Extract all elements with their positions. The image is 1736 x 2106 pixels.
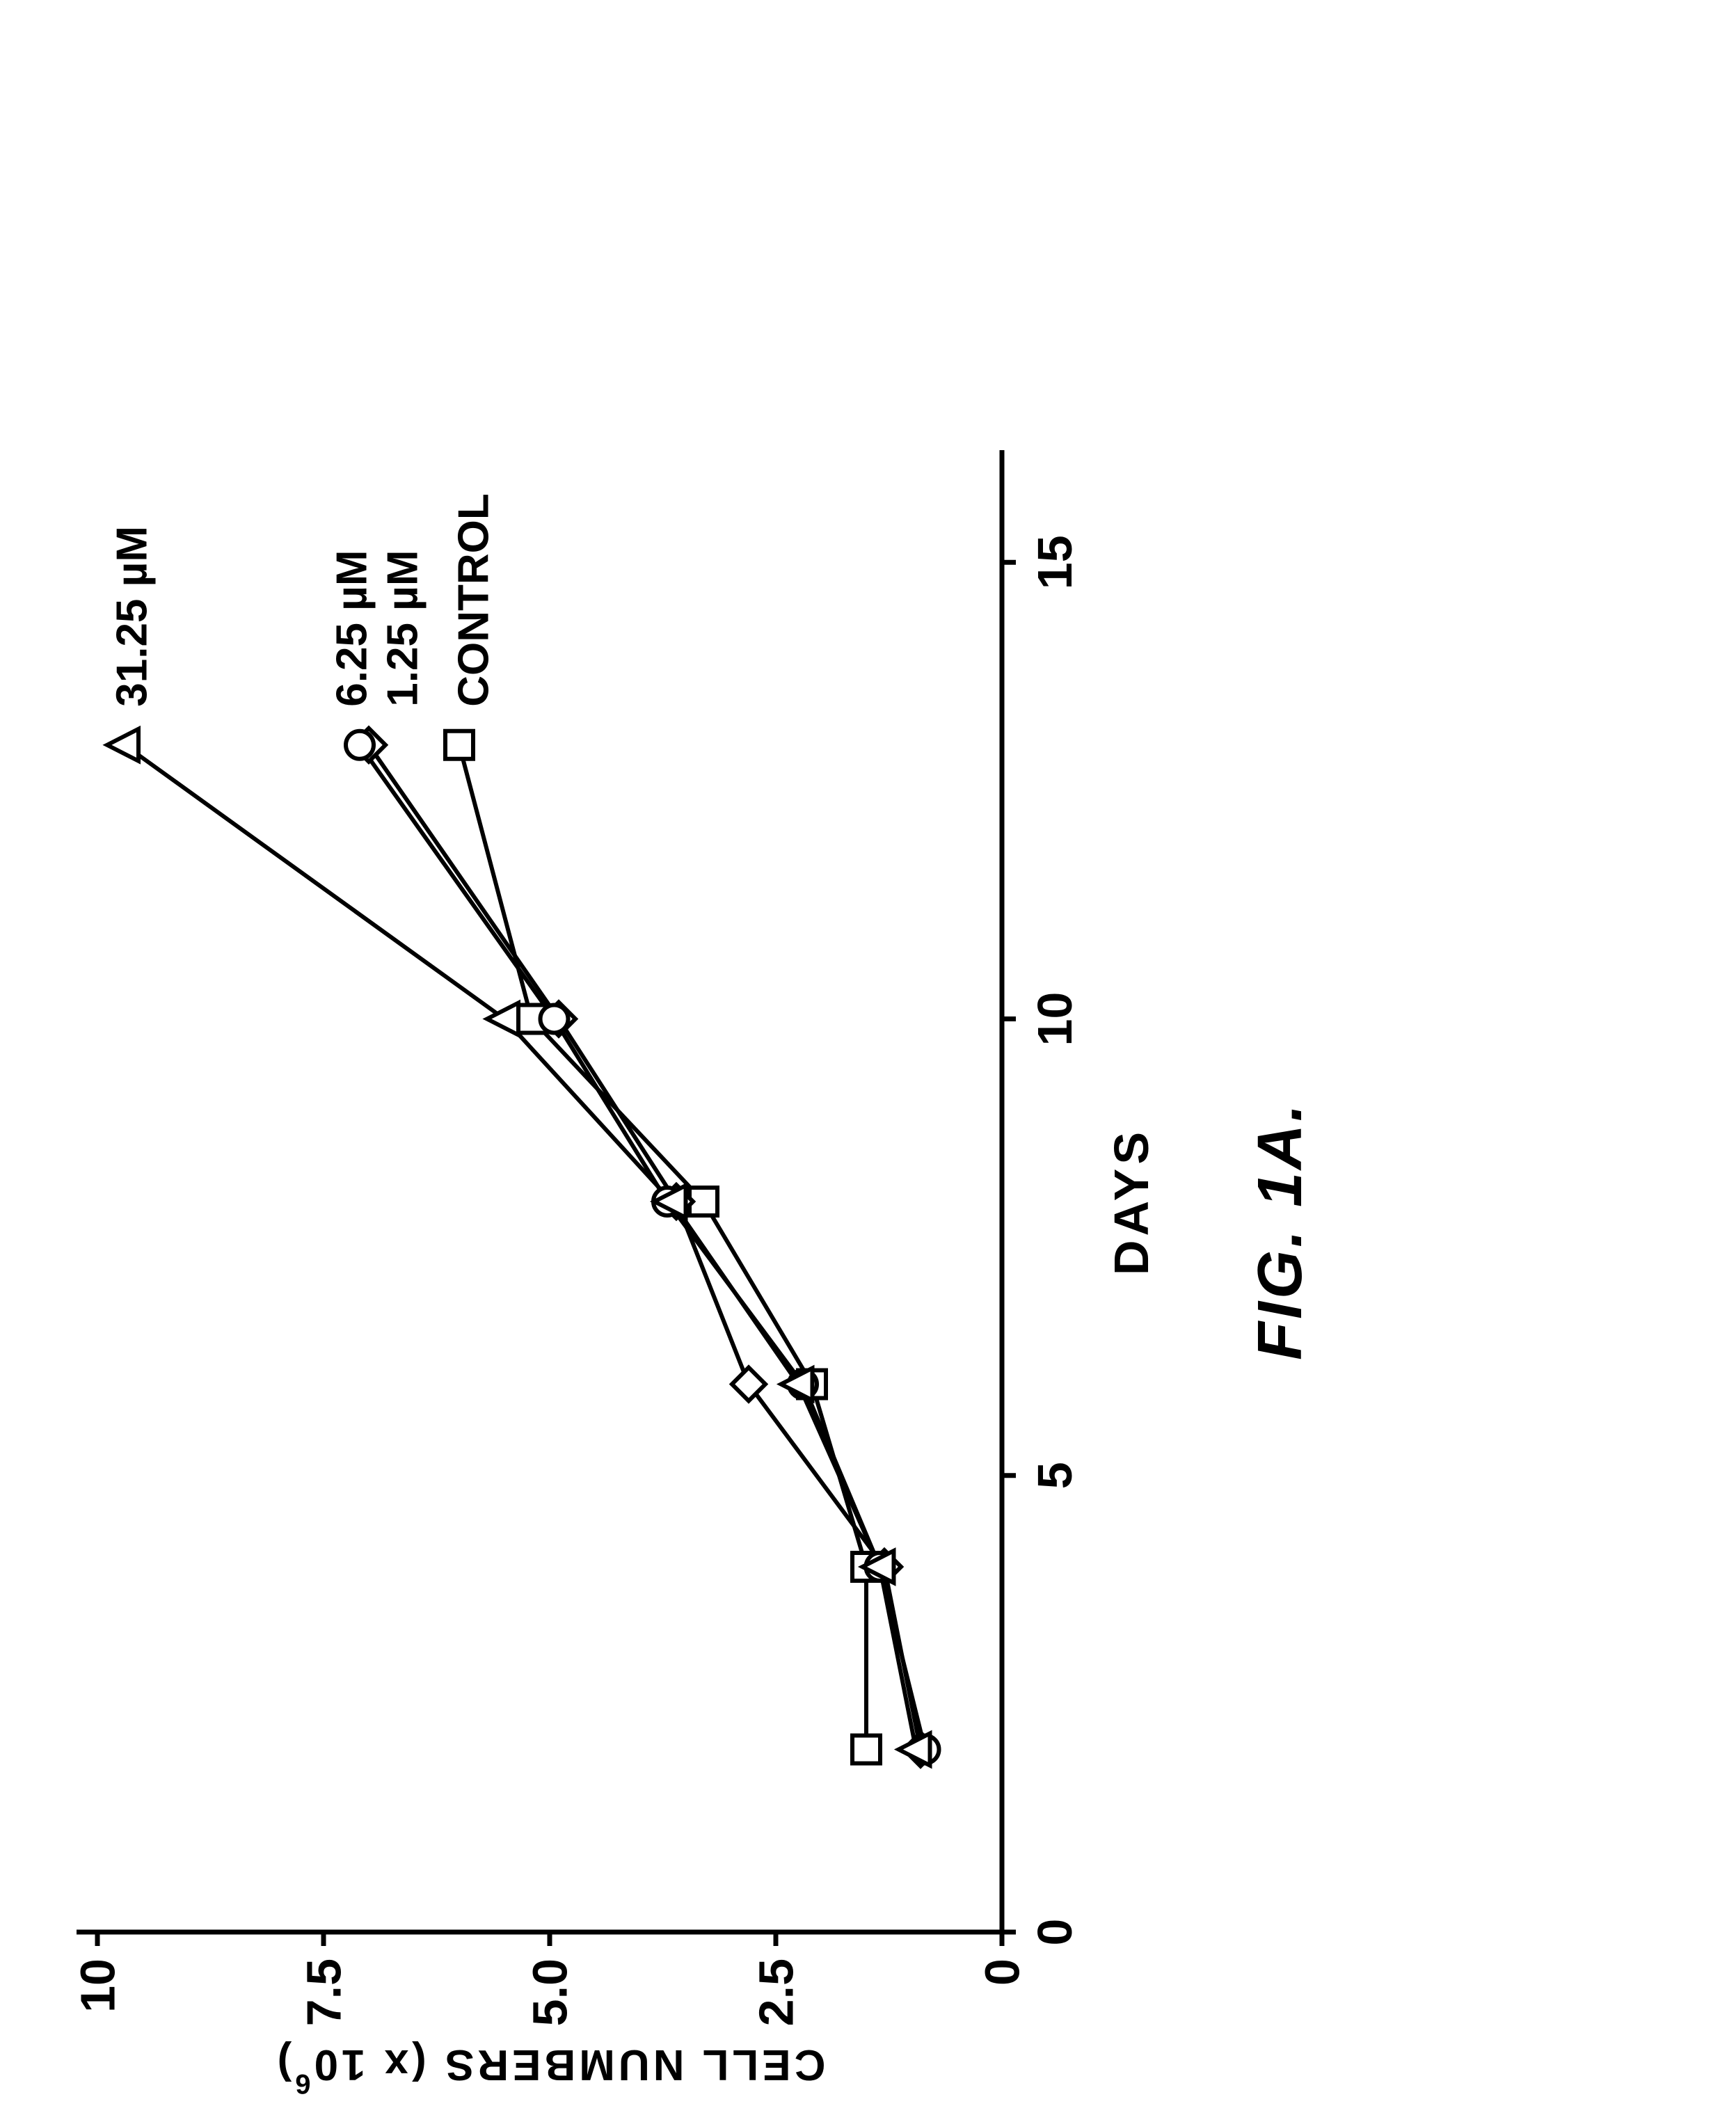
y-tick-label: 0 xyxy=(975,1959,1030,1986)
series-line xyxy=(459,745,866,1750)
y-axis-label: CELL NUMBERS (x 106) xyxy=(274,2041,826,2099)
circle-marker xyxy=(541,1005,568,1033)
square-marker xyxy=(852,1736,880,1764)
figure-svg: 0 5 10 15 DAYS 0 2.5 5.0 7.5 10 CELL NUMBERS (x 10… xyxy=(0,0,1736,2106)
series-line xyxy=(125,745,916,1750)
rotated-plot-group: 0 5 10 15 DAYS 0 2.5 5.0 7.5 10 CELL NUMBERS (x 10… xyxy=(71,450,1316,2099)
x-axis-label: DAYS xyxy=(1104,1128,1158,1275)
series-label: 6.25 µM xyxy=(328,550,376,706)
diamond-marker xyxy=(732,1368,765,1401)
y-tick-label: 5.0 xyxy=(523,1959,578,2026)
series-line xyxy=(360,745,925,1750)
x-tick-label: 5 xyxy=(1028,1462,1082,1489)
series-label: 1.25 µM xyxy=(379,550,427,706)
circle-marker xyxy=(346,731,374,759)
square-marker xyxy=(445,731,473,759)
figure-caption: FIG. 1A. xyxy=(1245,1101,1315,1360)
y-tick-label: 7.5 xyxy=(297,1959,351,2026)
triangle-marker xyxy=(107,729,138,761)
x-tick-label: 15 xyxy=(1028,535,1082,589)
series-label: 31.25 µM xyxy=(109,526,157,707)
series-label: CONTROL xyxy=(450,493,498,707)
series-line xyxy=(369,745,921,1750)
x-tick-label: 0 xyxy=(1028,1919,1082,1946)
y-tick-label: 2.5 xyxy=(749,1959,804,2026)
y-tick-label: 10 xyxy=(71,1959,125,2013)
x-tick-label: 10 xyxy=(1028,992,1082,1046)
